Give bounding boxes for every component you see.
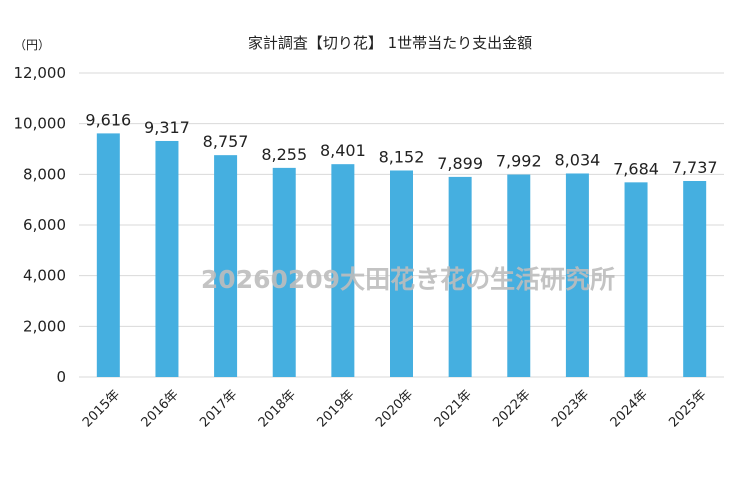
x-tick-label: 2020年 (373, 387, 416, 430)
bar (331, 164, 355, 377)
bar (390, 170, 413, 377)
x-tick-label: 2025年 (666, 387, 709, 430)
x-tick-label: 2021年 (432, 387, 475, 430)
y-tick-label: 10,000 (14, 115, 67, 133)
bar (565, 173, 589, 377)
x-tick-label: 2015年 (80, 387, 123, 430)
data-label: 8,152 (379, 147, 425, 166)
data-label: 8,034 (555, 150, 601, 169)
x-tick-label: 2017年 (197, 387, 240, 430)
y-tick-label: 6,000 (23, 216, 66, 234)
bar (155, 140, 179, 377)
x-tick-label: 2016年 (139, 387, 182, 430)
data-label: 7,737 (672, 158, 718, 177)
watermark: 20260209大田花き花の生活研究所 (201, 265, 615, 294)
bar (448, 176, 472, 377)
bar (507, 174, 531, 377)
y-tick-label: 0 (56, 368, 66, 386)
y-tick-label: 12,000 (14, 64, 67, 82)
data-label: 9,616 (85, 110, 131, 129)
bar (624, 182, 648, 377)
bar (96, 133, 120, 377)
data-label: 9,317 (144, 118, 190, 137)
y-tick-label: 4,000 (23, 267, 66, 285)
data-label: 7,992 (496, 152, 542, 171)
data-label: 8,401 (320, 141, 366, 160)
chart-title: 家計調査【切り花】 1世帯当たり支出金額 (248, 34, 532, 52)
y-axis-unit: （円） (14, 38, 50, 52)
data-label: 8,757 (203, 132, 249, 151)
bar (272, 167, 296, 377)
x-tick-label: 2023年 (549, 387, 592, 430)
y-tick-label: 2,000 (23, 317, 66, 335)
data-label: 7,899 (437, 154, 483, 173)
x-tick-label: 2019年 (314, 387, 357, 430)
data-label: 8,255 (261, 145, 307, 164)
x-tick-label: 2022年 (490, 387, 533, 430)
bar (214, 155, 238, 377)
bar (683, 180, 707, 377)
data-label: 7,684 (613, 159, 659, 178)
x-tick-label: 2024年 (608, 387, 651, 430)
x-tick-label: 2018年 (256, 387, 299, 430)
y-tick-label: 8,000 (23, 165, 66, 183)
